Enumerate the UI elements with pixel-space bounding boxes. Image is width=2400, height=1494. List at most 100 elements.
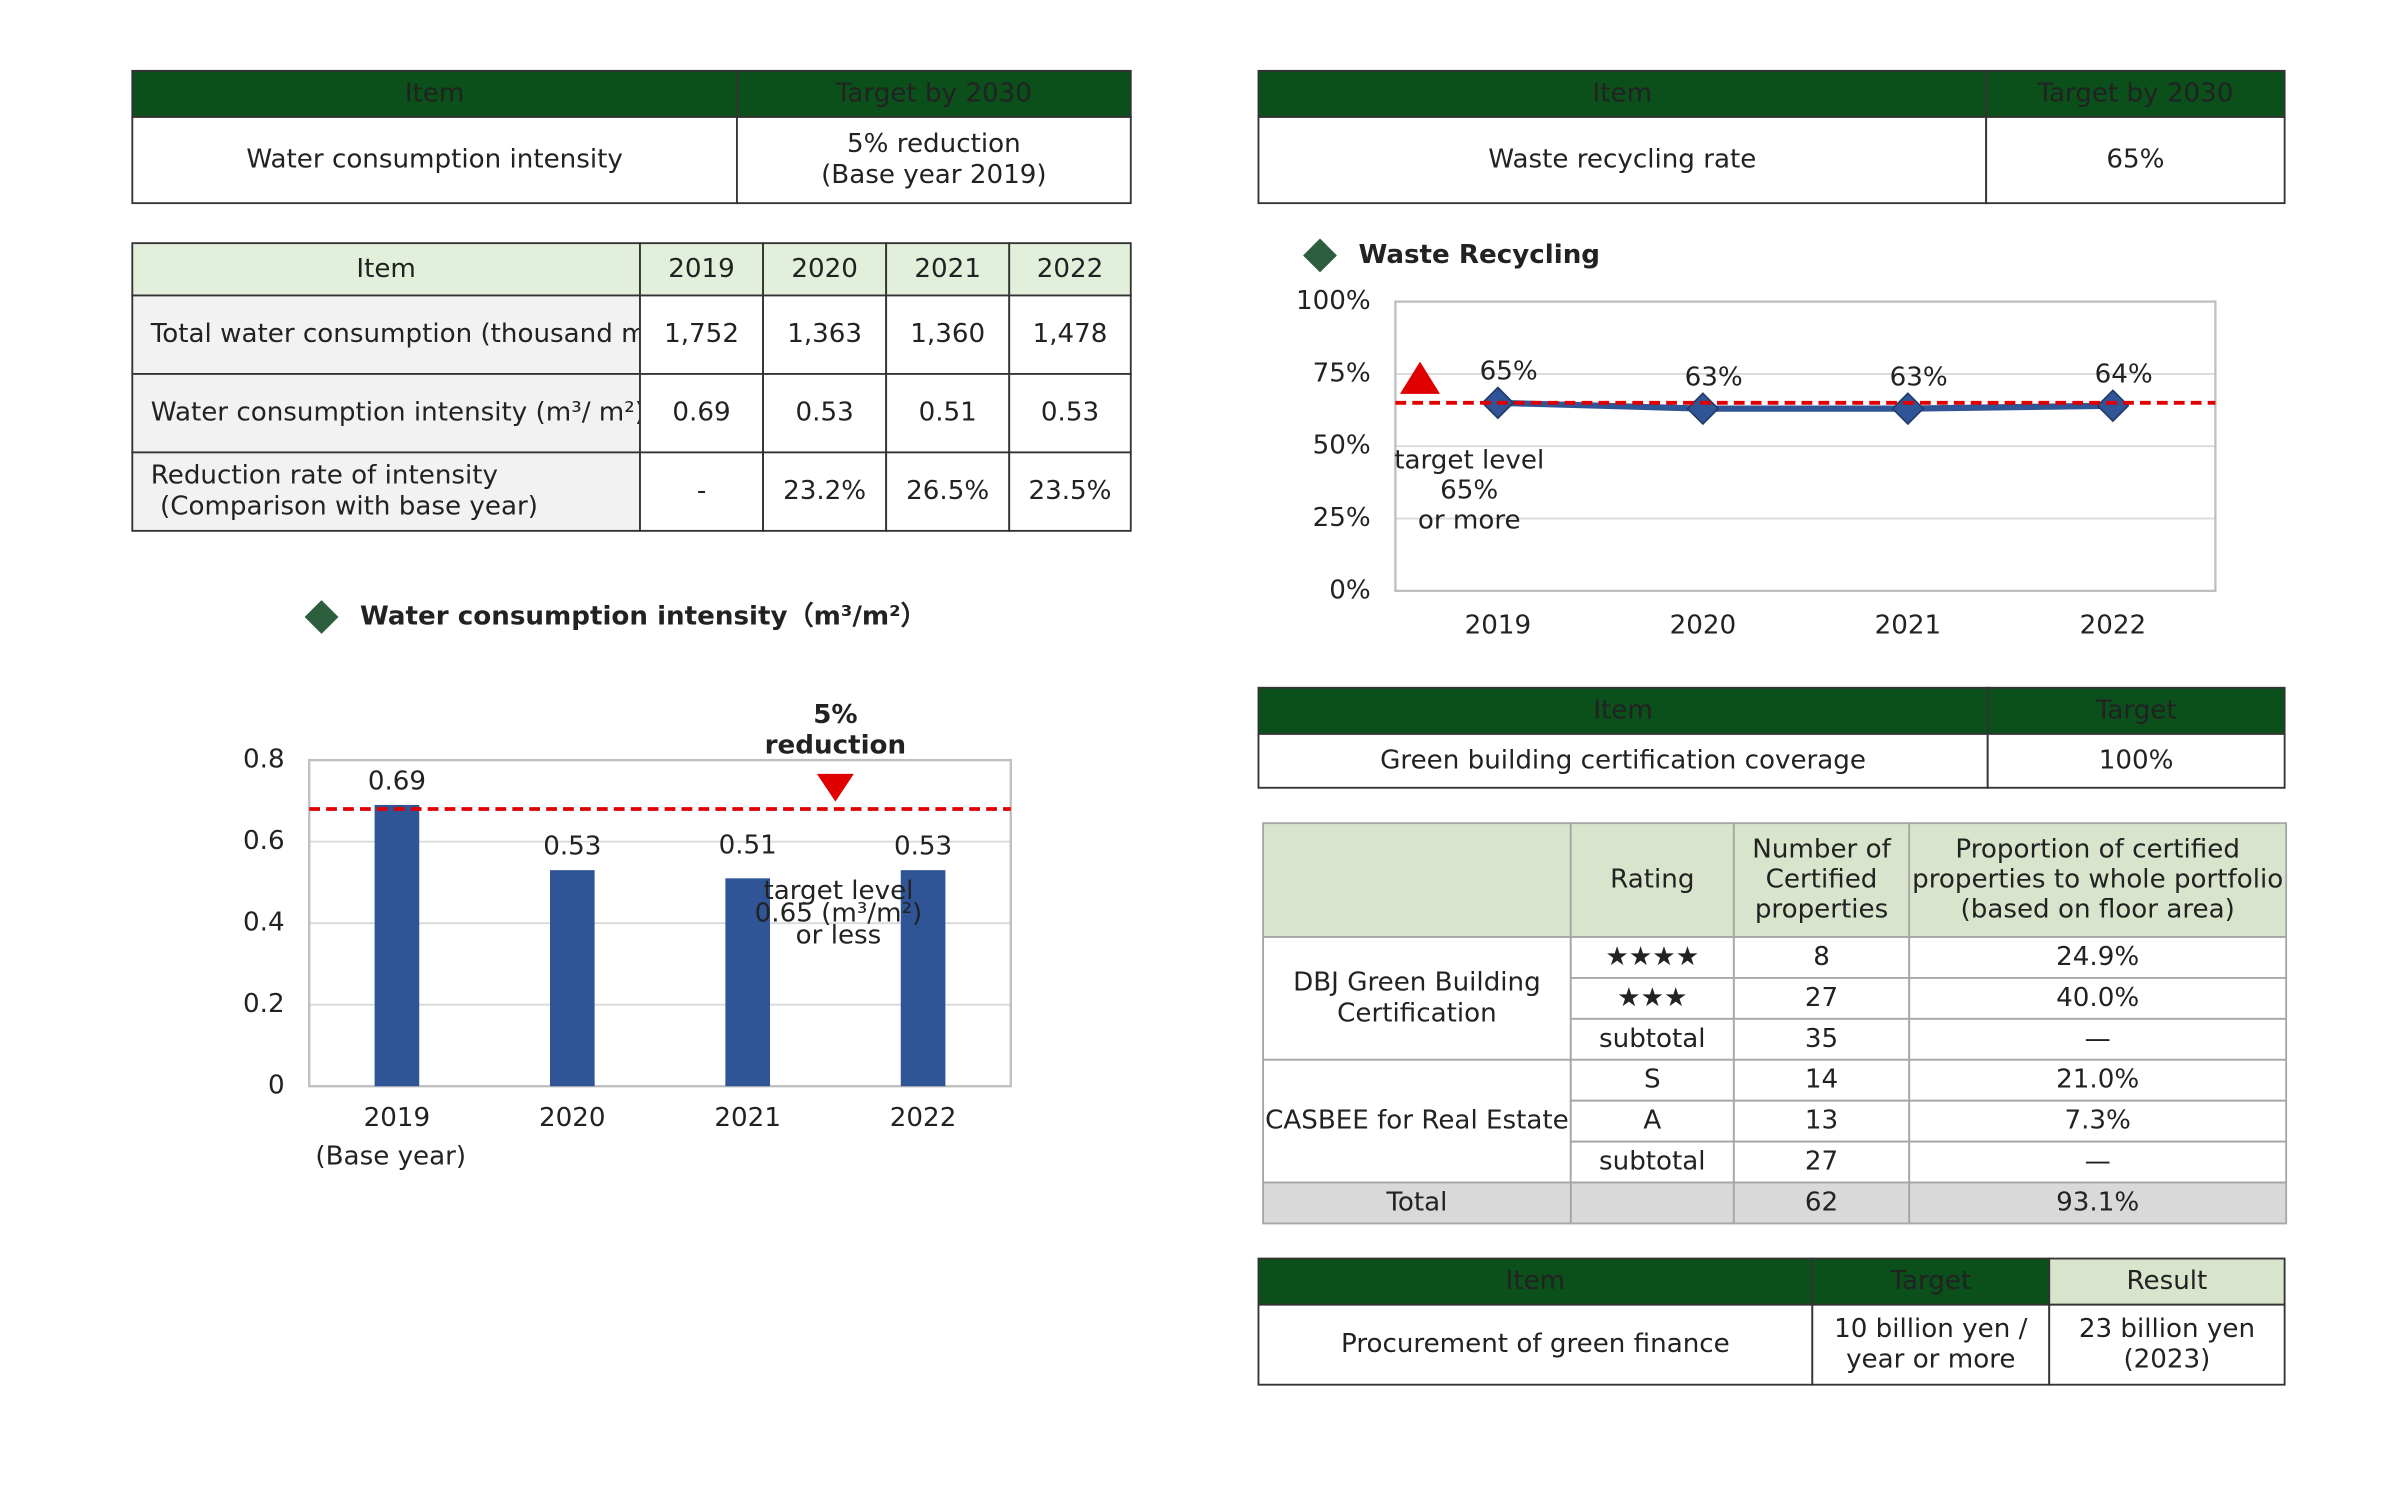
- line-series: [1497, 399, 2113, 412]
- cell-text: 1,363: [787, 319, 862, 349]
- table-cell: [736, 69, 1132, 118]
- table-cell: [1908, 936, 2288, 979]
- cell-text: Water consumption intensity: [246, 145, 622, 175]
- cell-text: (2023): [2123, 1345, 2210, 1375]
- y-tick-label: 100%: [1296, 286, 1371, 316]
- target-label: or less: [796, 921, 882, 951]
- cell-text: Water consumption intensity (m³/ m²): [151, 398, 645, 428]
- table-cell: [1985, 116, 2286, 205]
- table-cell: [131, 116, 738, 205]
- table-cell: [1008, 451, 1132, 532]
- x-tick-label: 2020: [539, 1103, 606, 1133]
- table-cell: [1908, 1099, 2288, 1143]
- table-cell: [2048, 1303, 2286, 1386]
- value-label: 0.53: [543, 832, 601, 862]
- plot-frame: [1394, 300, 2217, 592]
- table-cell: [1569, 1099, 1735, 1143]
- cell-text: 2022: [1037, 254, 1104, 284]
- value-label: 0.69: [368, 766, 426, 796]
- table-cell: [762, 451, 888, 532]
- cell-text: 0.53: [1041, 398, 1099, 428]
- x-tick-label: 2020: [1670, 611, 1737, 641]
- table-cell: [1008, 373, 1132, 454]
- cell-text: 24.9%: [2056, 942, 2139, 972]
- cell-text: DBJ Green Building: [1293, 968, 1541, 998]
- cell-text: 2019: [668, 254, 735, 284]
- cell-text: S: [1644, 1065, 1661, 1095]
- table-cell: [1732, 976, 1911, 1020]
- y-tick-label: 0: [268, 1071, 285, 1101]
- plot-frame: [308, 758, 1012, 1088]
- cell-text: (based on floor area): [1961, 895, 2235, 925]
- x-note: (Base year): [315, 1142, 466, 1172]
- cell-text: properties to whole portfolio: [1912, 865, 2283, 895]
- cell-text: 62: [1805, 1188, 1838, 1218]
- value-label: 0.51: [719, 830, 777, 860]
- cell-text: Rating: [1610, 865, 1694, 895]
- bar: [550, 870, 595, 1087]
- table-cell: [1257, 686, 1989, 735]
- table-cell: [885, 294, 1011, 375]
- cell-text: 0.51: [919, 398, 977, 428]
- cell-text: 13: [1805, 1106, 1838, 1136]
- table-cell: [1257, 1303, 1814, 1386]
- cell-text: Certified: [1766, 865, 1878, 895]
- cell-text: Result: [2127, 1266, 2208, 1296]
- table-cell: [1811, 1303, 2051, 1386]
- value-label: 63%: [1890, 362, 1948, 392]
- cell-text: (Base year 2019): [821, 160, 1047, 190]
- cell-text: (Comparison with base year): [160, 491, 538, 521]
- cell-text: 27: [1805, 983, 1838, 1013]
- table-cell: [639, 373, 764, 454]
- cell-text: Green building certification coverage: [1380, 745, 1866, 775]
- value-label: 64%: [2095, 359, 2153, 389]
- cell-text: Target by 2030: [835, 78, 1032, 108]
- table-cell: [639, 451, 764, 532]
- cell-text: 5% reduction: [847, 129, 1021, 159]
- title-diamond: [1303, 238, 1337, 273]
- table-cell: [1908, 1181, 2288, 1225]
- cell-text: 23 billion yen: [2079, 1314, 2255, 1344]
- x-tick-label: 2022: [890, 1103, 957, 1133]
- cell-text: 8: [1813, 942, 1830, 972]
- cell-text: —: [2085, 1147, 2111, 1177]
- table-cell: [1008, 242, 1132, 297]
- cell-text: Item: [1593, 695, 1653, 725]
- cell-text: Target: [1889, 1266, 1971, 1296]
- cell-text: subtotal: [1599, 1147, 1706, 1177]
- table-cell: [1908, 976, 2288, 1020]
- table-cell: [1732, 1181, 1911, 1225]
- cell-text: 1,752: [664, 319, 739, 349]
- cell-text: 93.1%: [2056, 1188, 2139, 1218]
- cell-text: Number of: [1752, 835, 1891, 865]
- cell-text: 21.0%: [2056, 1065, 2139, 1095]
- cell-text: 7.3%: [2064, 1106, 2130, 1136]
- cell-text: 14: [1805, 1065, 1838, 1095]
- target-arrow: [1400, 361, 1440, 394]
- cell-text: Target: [2095, 695, 2177, 725]
- target-label: target level: [763, 876, 913, 906]
- table-cell: [1262, 1181, 1572, 1225]
- cell-text: Procurement of green finance: [1341, 1329, 1730, 1359]
- table-cell: [1986, 733, 2286, 789]
- chart-title: Waste Recycling: [1358, 240, 1600, 270]
- x-tick-label: 2021: [714, 1103, 781, 1133]
- target-label: target level: [1394, 445, 1544, 475]
- table-cell: [131, 451, 641, 532]
- table-cell: [762, 373, 888, 454]
- chart-title: Water consumption intensity（m³/m²）: [360, 602, 927, 632]
- cell-text: 0.53: [796, 398, 854, 428]
- table-cell: [1732, 936, 1911, 979]
- marker: [2096, 389, 2130, 423]
- table-cell: [1732, 1140, 1911, 1184]
- cell-text: CASBEE for Real Estate: [1265, 1106, 1569, 1136]
- cell-text: A: [1643, 1106, 1661, 1136]
- y-tick-label: 50%: [1313, 431, 1371, 461]
- cell-text: Item: [405, 78, 465, 108]
- table-cell: [1262, 1058, 1572, 1184]
- cell-text: Waste recycling rate: [1488, 145, 1756, 175]
- bar: [725, 878, 770, 1087]
- cell-text: 65%: [2106, 145, 2164, 175]
- cell-text: Certification: [1337, 998, 1497, 1028]
